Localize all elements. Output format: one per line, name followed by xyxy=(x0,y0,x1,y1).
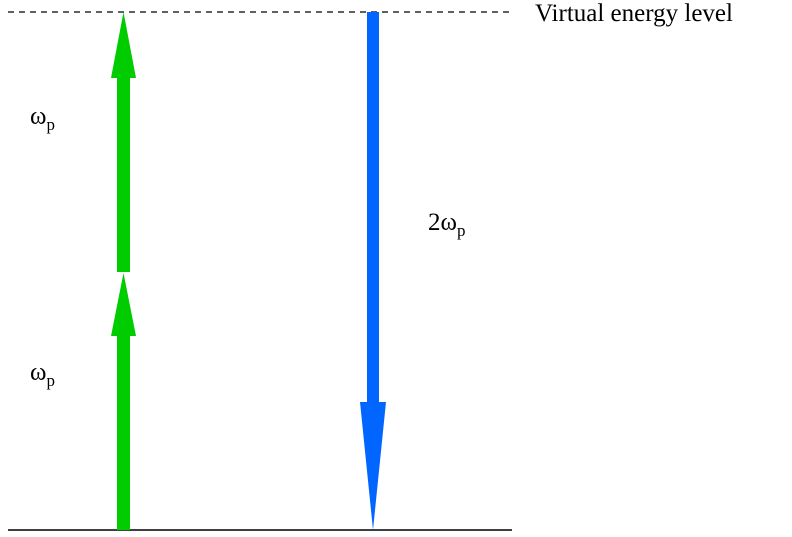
emission-label-subscript: p xyxy=(457,221,466,240)
absorption-arrow-lower-shaft xyxy=(117,334,130,530)
absorption-arrow-upper xyxy=(111,12,136,272)
emission-arrow-shaft xyxy=(367,12,379,404)
photon-label-lower-symbol: ω xyxy=(30,359,46,386)
photon-label-upper-subscript: p xyxy=(46,115,55,134)
emission-label: 2ωp xyxy=(428,209,465,240)
absorption-arrow-upper-head xyxy=(111,12,136,78)
absorption-arrow-upper-shaft xyxy=(117,76,130,272)
emission-arrow xyxy=(360,12,386,530)
emission-label-coefficient: 2 xyxy=(428,209,441,236)
photon-label-upper: ωp xyxy=(30,103,55,134)
emission-arrow-head xyxy=(360,402,386,530)
photon-label-lower-subscript: p xyxy=(46,371,55,390)
photon-label-lower: ωp xyxy=(30,359,55,390)
absorption-arrow-lower-head xyxy=(111,273,136,336)
emission-label-symbol: ω xyxy=(441,209,457,236)
absorption-arrow-lower xyxy=(111,273,136,530)
virtual-energy-level-label: Virtual energy level xyxy=(535,0,733,27)
photon-label-upper-symbol: ω xyxy=(30,103,46,130)
